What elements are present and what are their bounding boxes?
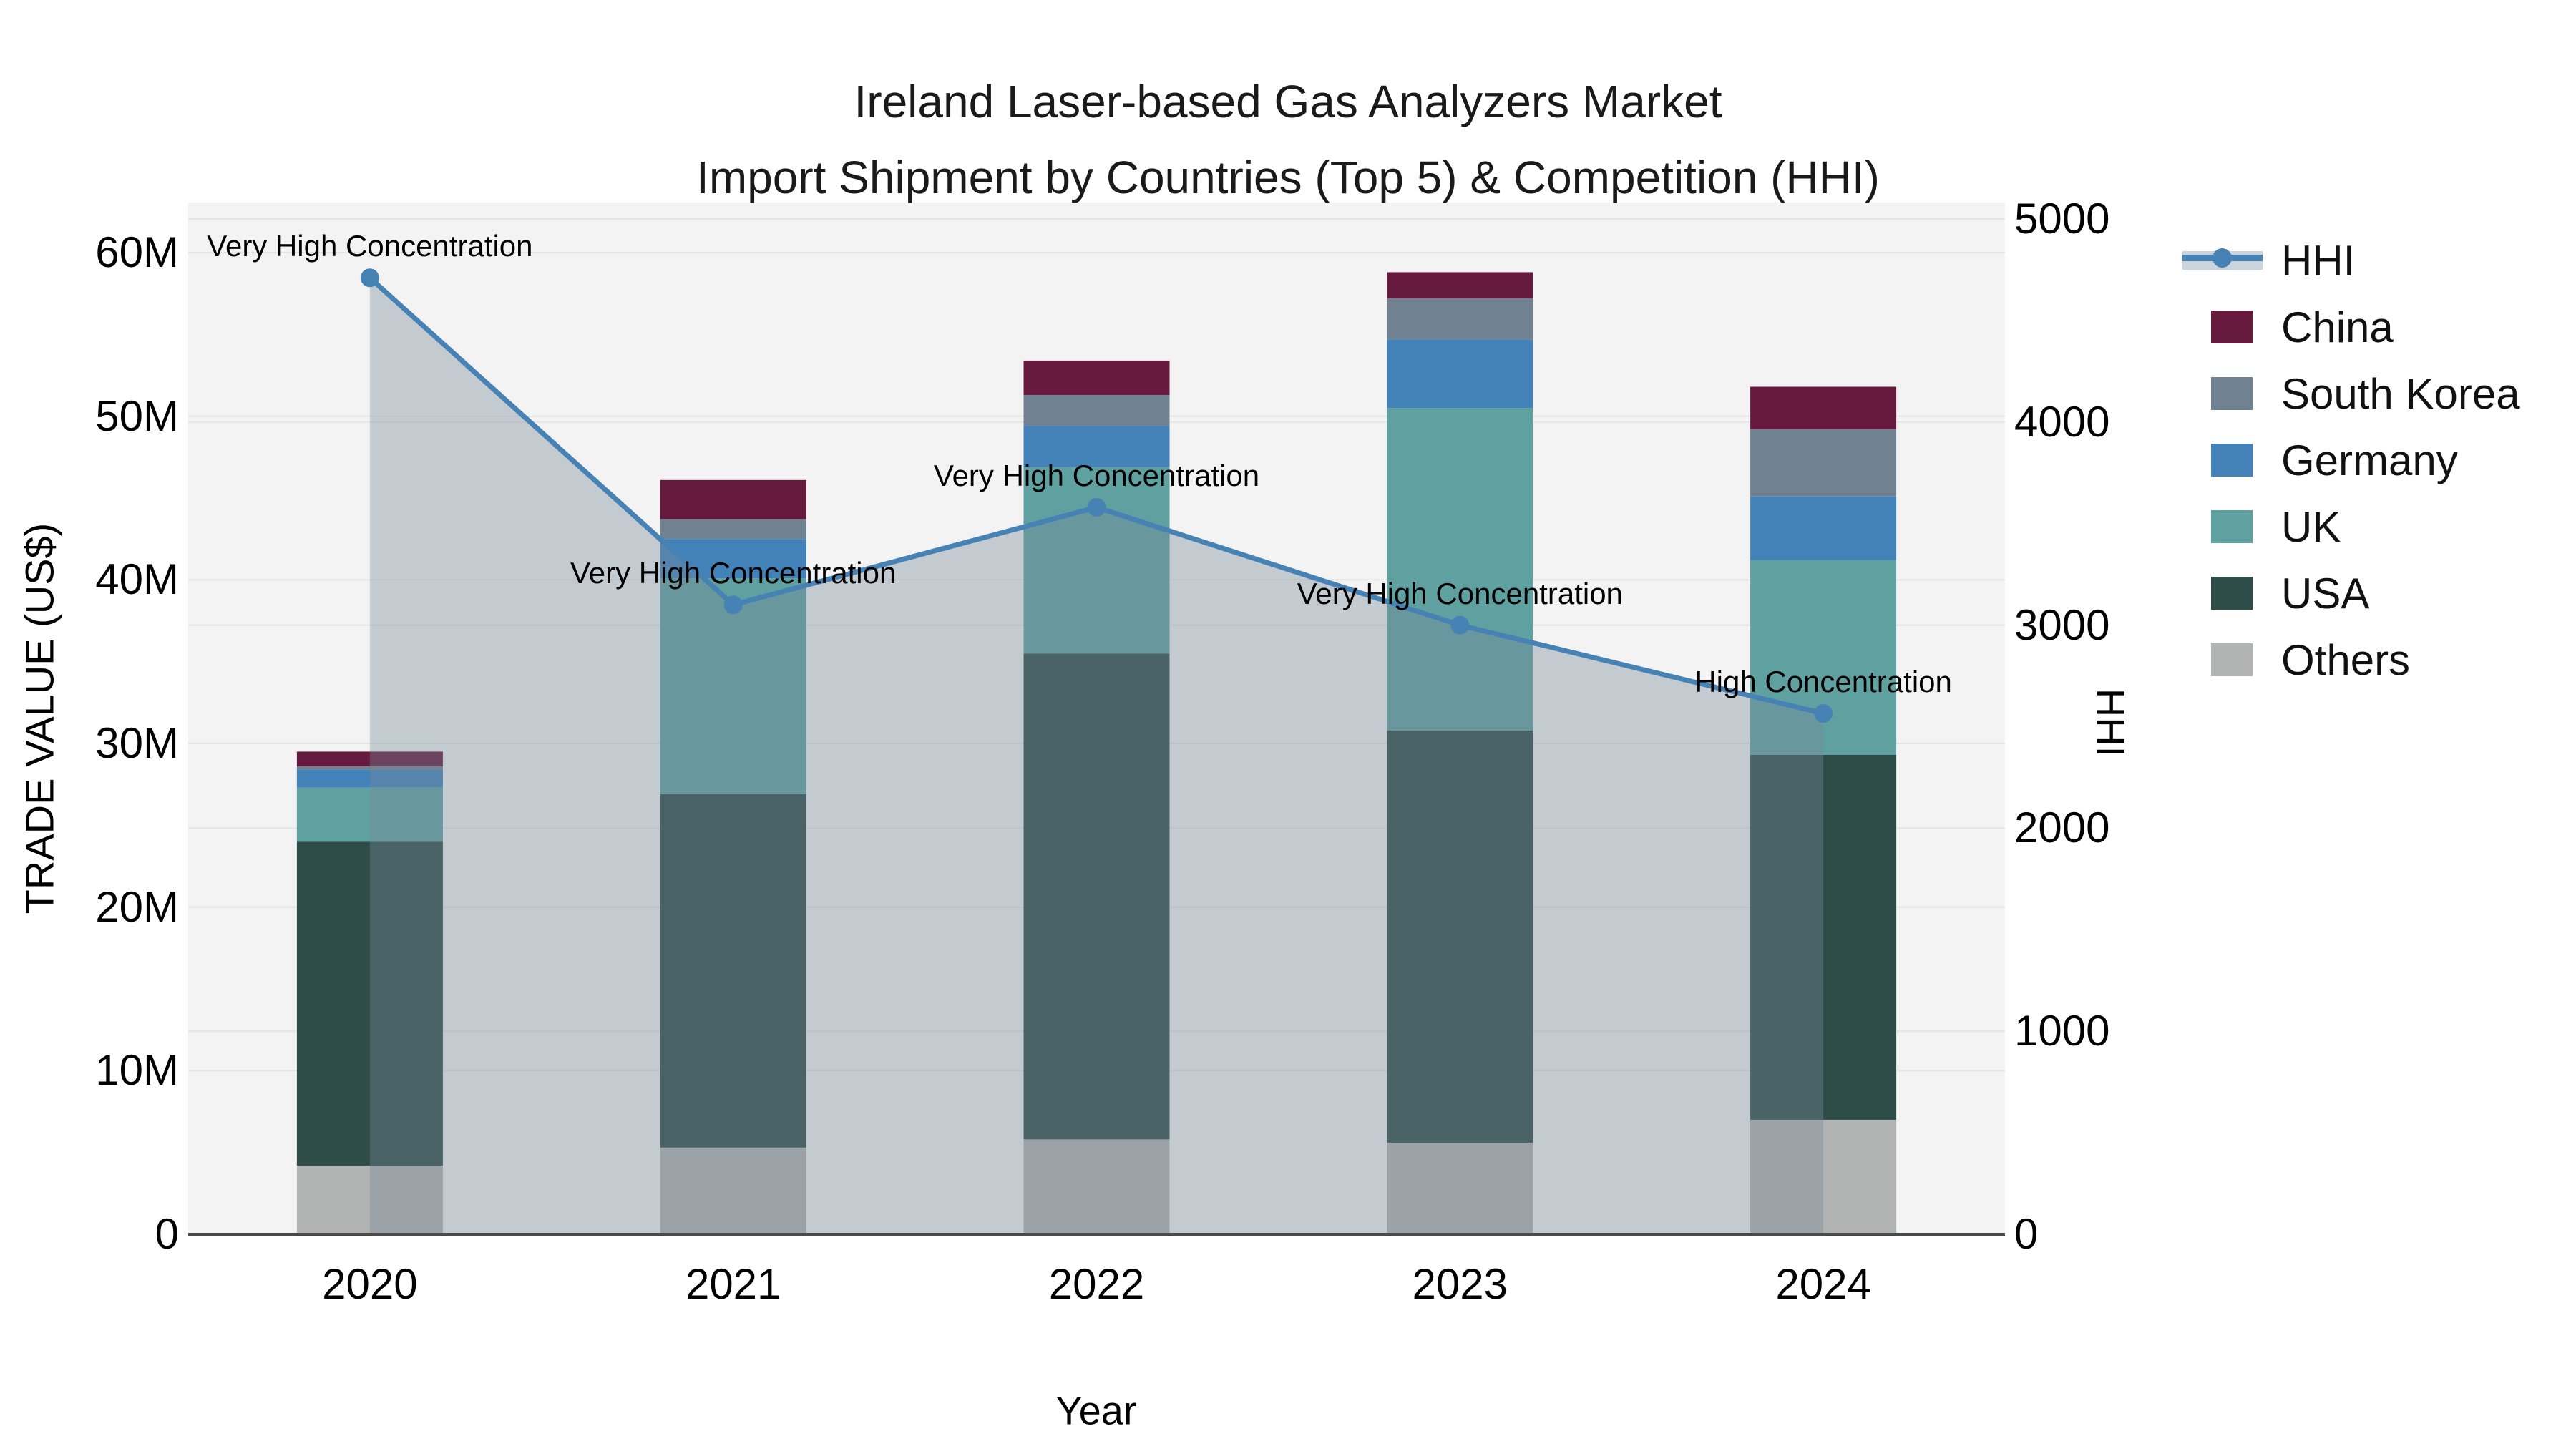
bar-segment-south-korea-2024[interactable] xyxy=(1750,429,1897,497)
right-tick-3000: 3000 xyxy=(2014,600,2110,649)
legend-swatch-icon xyxy=(2182,568,2263,618)
annotation-2023: Very High Concentration xyxy=(1297,576,1623,610)
legend-item-china[interactable]: China xyxy=(2182,302,2394,352)
bar-segment-south-korea-2020[interactable] xyxy=(296,766,443,770)
left-axis-title: TRADE VALUE (US$) xyxy=(16,522,62,914)
swatch-china xyxy=(2211,311,2253,343)
bar-segment-uk-2020[interactable] xyxy=(296,787,443,842)
bar-segment-south-korea-2023[interactable] xyxy=(1387,298,1533,340)
chart-title: Ireland Laser-based Gas Analyzers Market xyxy=(854,76,1722,127)
legend-label: China xyxy=(2281,303,2394,351)
legend-item-others[interactable]: Others xyxy=(2182,635,2410,685)
legend-label: South Korea xyxy=(2281,369,2520,418)
left-tick-50M: 50M xyxy=(95,391,179,440)
bar-segment-germany-2024[interactable] xyxy=(1750,496,1897,560)
swatch-uk xyxy=(2211,510,2253,543)
right-tick-5000: 5000 xyxy=(2014,195,2110,243)
right-tick-0: 0 xyxy=(2014,1210,2039,1258)
right-tick-4000: 4000 xyxy=(2014,397,2110,446)
legend-item-hhi[interactable]: HHI xyxy=(2182,235,2355,286)
swatch-others xyxy=(2211,643,2253,676)
hhi-marker-2023[interactable] xyxy=(1450,615,1470,635)
bar-segment-usa-2022[interactable] xyxy=(1023,653,1170,1140)
legend-label: HHI xyxy=(2281,236,2356,285)
x-tick-2021: 2021 xyxy=(685,1260,781,1308)
bar-segment-uk-2023[interactable] xyxy=(1387,408,1533,731)
bar-segment-china-2023[interactable] xyxy=(1387,272,1533,299)
left-tick-40M: 40M xyxy=(95,555,179,604)
x-tick-2022: 2022 xyxy=(1048,1260,1145,1308)
hhi-marker-2024[interactable] xyxy=(1814,704,1833,723)
right-tick-1000: 1000 xyxy=(2014,1007,2110,1055)
hhi-line-sample-icon xyxy=(2182,235,2263,286)
legend-item-uk[interactable]: UK xyxy=(2182,502,2341,552)
right-tick-2000: 2000 xyxy=(2014,804,2110,852)
legend-item-germany[interactable]: Germany xyxy=(2182,435,2458,485)
legend-swatch-icon xyxy=(2182,302,2263,352)
x-axis-line xyxy=(188,1233,2005,1236)
bar-segment-china-2020[interactable] xyxy=(296,751,443,767)
bar-segment-others-2023[interactable] xyxy=(1387,1142,1533,1234)
legend-swatch-icon xyxy=(2182,435,2263,485)
bar-segment-germany-2023[interactable] xyxy=(1387,339,1533,409)
bar-segment-usa-2021[interactable] xyxy=(660,794,806,1148)
swatch-germany xyxy=(2211,444,2253,477)
legend-swatch-icon xyxy=(2182,635,2263,685)
hhi-marker-glyph xyxy=(2212,248,2232,268)
left-tick-60M: 60M xyxy=(95,228,179,276)
left-tick-30M: 30M xyxy=(95,719,179,767)
annotation-2024: High Concentration xyxy=(1694,665,1952,699)
bar-segment-china-2022[interactable] xyxy=(1023,360,1170,395)
swatch-usa xyxy=(2211,577,2253,610)
hhi-area-fill xyxy=(369,278,1824,1234)
chart-subtitle: Import Shipment by Countries (Top 5) & C… xyxy=(696,152,1880,203)
hhi-marker-2020[interactable] xyxy=(360,268,379,288)
x-tick-2024: 2024 xyxy=(1775,1260,1871,1308)
bar-segment-others-2020[interactable] xyxy=(296,1165,443,1234)
bar-segment-china-2021[interactable] xyxy=(660,479,806,519)
bar-segment-uk-2021[interactable] xyxy=(660,578,806,794)
bar-segment-south-korea-2021[interactable] xyxy=(660,519,806,540)
annotation-2020: Very High Concentration xyxy=(207,229,533,263)
bar-segment-others-2021[interactable] xyxy=(660,1147,806,1234)
left-tick-20M: 20M xyxy=(95,882,179,931)
bar-segment-usa-2024[interactable] xyxy=(1750,755,1897,1120)
legend-swatch-icon xyxy=(2182,502,2263,552)
x-axis-title: Year xyxy=(1055,1387,1137,1433)
bar-segment-others-2024[interactable] xyxy=(1750,1119,1897,1234)
legend-item-usa[interactable]: USA xyxy=(2182,568,2369,618)
bar-segment-south-korea-2022[interactable] xyxy=(1023,394,1170,426)
legend-label: USA xyxy=(2281,569,2370,618)
legend-label: UK xyxy=(2281,502,2341,551)
x-tick-2023: 2023 xyxy=(1412,1260,1508,1308)
bar-segment-usa-2023[interactable] xyxy=(1387,730,1533,1143)
hhi-marker-2022[interactable] xyxy=(1087,497,1106,517)
bar-segment-germany-2022[interactable] xyxy=(1023,426,1170,467)
legend-label: Others xyxy=(2281,635,2411,684)
bar-segment-others-2022[interactable] xyxy=(1023,1139,1170,1234)
x-tick-2020: 2020 xyxy=(322,1260,418,1308)
left-tick-10M: 10M xyxy=(95,1046,179,1095)
bar-segment-germany-2020[interactable] xyxy=(296,769,443,788)
right-axis-title: HHI xyxy=(2088,688,2134,758)
swatch-south-korea xyxy=(2211,377,2253,410)
hhi-marker-2021[interactable] xyxy=(723,595,743,615)
legend-swatch-icon xyxy=(2182,369,2263,419)
annotation-2021: Very High Concentration xyxy=(570,556,897,590)
bar-segment-usa-2020[interactable] xyxy=(296,841,443,1166)
legend-label: Germany xyxy=(2281,436,2458,484)
bar-segment-china-2024[interactable] xyxy=(1750,386,1897,429)
left-tick-0: 0 xyxy=(155,1210,179,1258)
annotation-2022: Very High Concentration xyxy=(933,458,1260,492)
legend-item-south-korea[interactable]: South Korea xyxy=(2182,369,2520,419)
